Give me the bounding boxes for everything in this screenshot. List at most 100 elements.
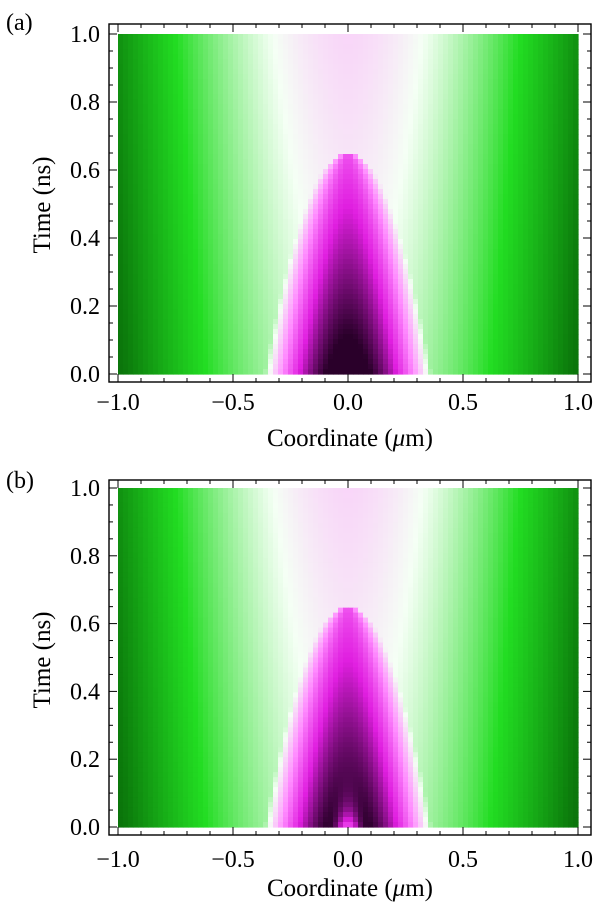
heatmap-cell bbox=[513, 214, 519, 220]
heatmap-cell bbox=[138, 99, 144, 105]
heatmap-cell bbox=[293, 69, 299, 75]
heatmap-cell bbox=[468, 64, 474, 70]
heatmap-cell bbox=[413, 44, 419, 50]
heatmap-cell bbox=[548, 79, 554, 85]
heatmap-cell bbox=[188, 149, 194, 155]
heatmap-cell bbox=[218, 199, 224, 205]
heatmap-cell bbox=[303, 184, 309, 190]
heatmap-cell bbox=[188, 214, 194, 220]
heatmap-cell bbox=[173, 139, 179, 145]
heatmap-cell bbox=[558, 184, 564, 190]
heatmap-cell bbox=[568, 119, 574, 125]
heatmap-cell bbox=[208, 169, 214, 175]
heatmap-cell bbox=[298, 234, 304, 240]
heatmap-cell bbox=[508, 139, 514, 145]
heatmap-cell bbox=[203, 274, 209, 280]
heatmap-cell bbox=[523, 219, 529, 225]
heatmap-cell bbox=[153, 219, 159, 225]
heatmap-cell bbox=[328, 239, 334, 245]
heatmap-cell bbox=[473, 149, 479, 155]
heatmap-cell bbox=[203, 304, 209, 310]
heatmap-cell bbox=[563, 79, 569, 85]
heatmap-cell bbox=[133, 224, 139, 230]
heatmap-cell bbox=[153, 54, 159, 60]
heatmap-cell bbox=[428, 199, 434, 205]
heatmap-cell bbox=[338, 109, 344, 115]
heatmap-cell bbox=[338, 59, 344, 65]
heatmap-cell bbox=[408, 154, 414, 160]
heatmap-cell bbox=[273, 234, 279, 240]
heatmap-cell bbox=[233, 209, 239, 215]
heatmap-cell bbox=[268, 64, 274, 70]
heatmap-cell bbox=[163, 214, 169, 220]
heatmap-cell bbox=[188, 244, 194, 250]
heatmap-cell bbox=[468, 239, 474, 245]
heatmap-cell bbox=[508, 129, 514, 135]
heatmap-cell bbox=[228, 299, 234, 305]
heatmap-cell bbox=[408, 119, 414, 125]
heatmap-cell bbox=[163, 244, 169, 250]
heatmap-cell bbox=[403, 124, 409, 130]
heatmap-cell bbox=[553, 294, 559, 300]
heatmap-cell bbox=[458, 209, 464, 215]
heatmap-cell bbox=[428, 294, 434, 300]
heatmap-cell bbox=[333, 179, 339, 185]
heatmap-cell bbox=[188, 174, 194, 180]
heatmap-cell bbox=[318, 234, 324, 240]
heatmap-cell bbox=[508, 64, 514, 70]
heatmap-cell bbox=[183, 64, 189, 70]
heatmap-cell bbox=[268, 204, 274, 210]
heatmap-cell bbox=[393, 274, 399, 280]
heatmap-cell bbox=[258, 34, 264, 40]
heatmap-cell bbox=[273, 229, 279, 235]
heatmap-cell bbox=[158, 219, 164, 225]
heatmap-cell bbox=[503, 184, 509, 190]
heatmap-cell bbox=[403, 259, 409, 265]
heatmap-cell bbox=[118, 244, 124, 250]
heatmap-cell bbox=[373, 219, 379, 225]
heatmap-cell bbox=[148, 104, 154, 110]
heatmap-cell bbox=[158, 229, 164, 235]
heatmap-cell bbox=[128, 249, 134, 255]
heatmap-cell bbox=[358, 249, 364, 255]
heatmap-cell bbox=[568, 54, 574, 60]
heatmap-cell bbox=[548, 264, 554, 270]
heatmap-cell bbox=[363, 219, 369, 225]
heatmap-cell bbox=[563, 214, 569, 220]
heatmap-cell bbox=[343, 194, 349, 200]
heatmap-cell bbox=[183, 304, 189, 310]
heatmap-cell bbox=[533, 89, 539, 95]
heatmap-cell bbox=[323, 249, 329, 255]
heatmap-cell bbox=[558, 214, 564, 220]
heatmap-cell bbox=[463, 249, 469, 255]
heatmap-cell bbox=[258, 74, 264, 80]
heatmap-cell bbox=[203, 299, 209, 305]
heatmap-cell bbox=[353, 49, 359, 55]
heatmap-cell bbox=[508, 254, 514, 260]
heatmap-cell bbox=[318, 179, 324, 185]
heatmap-cell bbox=[563, 199, 569, 205]
heatmap-cell bbox=[483, 194, 489, 200]
heatmap-cell bbox=[548, 224, 554, 230]
heatmap-cell bbox=[138, 34, 144, 40]
heatmap-cell bbox=[208, 99, 214, 105]
heatmap-cell bbox=[203, 104, 209, 110]
heatmap-cell bbox=[143, 219, 149, 225]
heatmap-cell bbox=[503, 54, 509, 60]
heatmap-cell bbox=[413, 74, 419, 80]
heatmap-cell bbox=[383, 114, 389, 120]
heatmap-cell bbox=[328, 129, 334, 135]
heatmap-cell bbox=[393, 259, 399, 265]
heatmap-cell bbox=[378, 94, 384, 100]
heatmap-cell bbox=[498, 224, 504, 230]
heatmap-cell bbox=[468, 234, 474, 240]
heatmap-cell bbox=[438, 214, 444, 220]
heatmap-cell bbox=[348, 104, 354, 110]
heatmap-cell bbox=[353, 44, 359, 50]
heatmap-cell bbox=[468, 124, 474, 130]
heatmap-cell bbox=[318, 79, 324, 85]
heatmap-cell bbox=[243, 249, 249, 255]
heatmap-cell bbox=[478, 84, 484, 90]
heatmap-cell bbox=[433, 174, 439, 180]
heatmap-cell bbox=[528, 194, 534, 200]
